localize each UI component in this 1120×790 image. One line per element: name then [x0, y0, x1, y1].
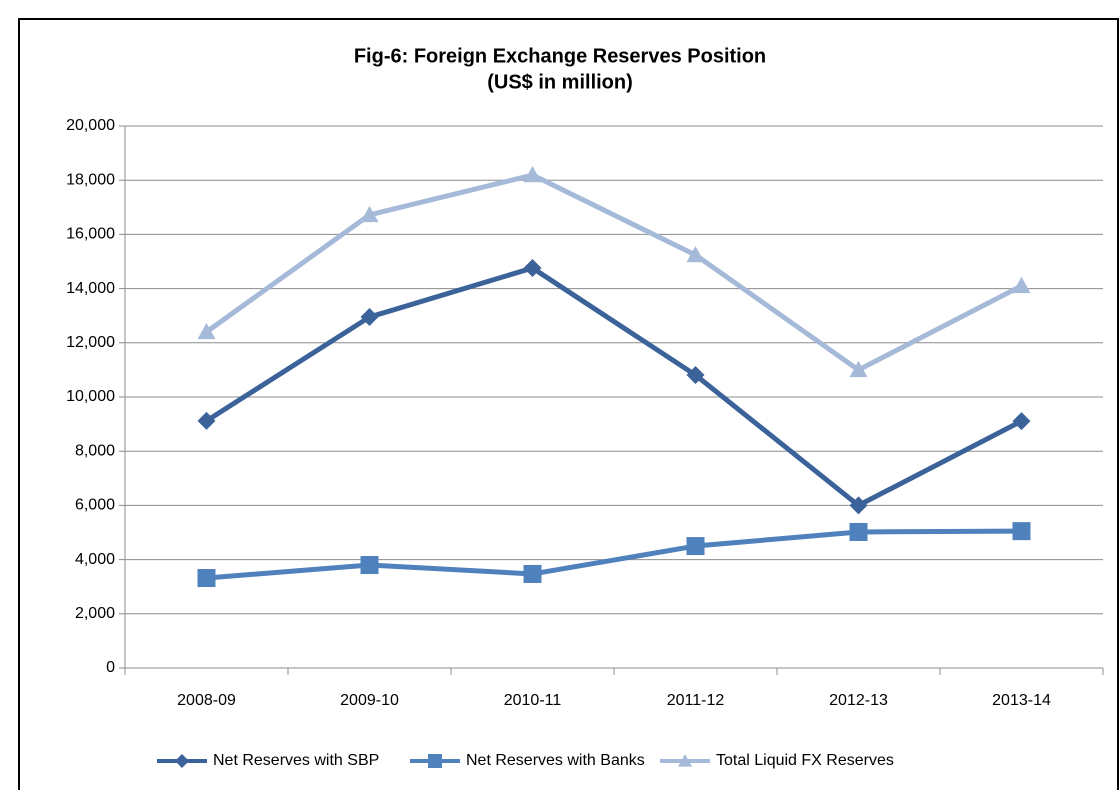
- legend-label: Total Liquid FX Reserves: [716, 752, 894, 769]
- marker: [175, 754, 189, 768]
- chart-border: [18, 18, 1119, 790]
- legend-label: Net Reserves with SBP: [213, 752, 379, 769]
- y-tick-label: 10,000: [66, 388, 115, 405]
- marker: [686, 366, 705, 385]
- y-tick-label: 20,000: [66, 117, 115, 134]
- y-tick-label: 4,000: [75, 551, 115, 568]
- marker: [686, 245, 705, 263]
- series-line: [206, 528, 1022, 581]
- y-tick-label: 8,000: [75, 442, 115, 459]
- y-tick-label: 6,000: [75, 497, 115, 514]
- marker: [523, 259, 542, 278]
- y-tick-label: 14,000: [66, 280, 115, 297]
- marker: [849, 522, 868, 541]
- y-tick-label: 12,000: [66, 334, 115, 351]
- marker: [360, 205, 379, 223]
- marker: [197, 322, 216, 340]
- x-tick-label: 2010-11: [504, 692, 562, 709]
- marker: [849, 360, 868, 378]
- x-tick-label: 2011-12: [667, 692, 725, 709]
- x-tick-label: 2012-13: [829, 692, 888, 709]
- marker: [523, 166, 542, 183]
- marker: [197, 411, 216, 430]
- marker: [686, 537, 705, 556]
- marker: [1012, 412, 1031, 431]
- y-tick-label: 18,000: [66, 171, 115, 188]
- marker: [360, 556, 379, 575]
- x-tick-label: 2009-10: [340, 692, 399, 709]
- chart-title: Fig-6: Foreign Exchange Reserves Positio…: [354, 45, 766, 67]
- marker: [197, 569, 216, 588]
- marker: [360, 308, 379, 327]
- marker: [1012, 276, 1031, 294]
- series-line: [205, 172, 1023, 373]
- y-tick-label: 2,000: [75, 605, 115, 622]
- chart-subtitle: (US$ in million): [487, 71, 633, 93]
- y-tick-label: 16,000: [66, 226, 115, 243]
- x-tick-label: 2013-14: [992, 692, 1051, 709]
- series-line: [205, 265, 1023, 508]
- marker: [849, 496, 868, 515]
- marker: [678, 754, 692, 767]
- marker: [428, 754, 442, 768]
- x-tick-label: 2008-09: [177, 692, 236, 709]
- y-tick-label: 0: [106, 659, 115, 676]
- legend-label: Net Reserves with Banks: [466, 752, 645, 769]
- marker: [1012, 522, 1031, 541]
- marker: [523, 564, 542, 583]
